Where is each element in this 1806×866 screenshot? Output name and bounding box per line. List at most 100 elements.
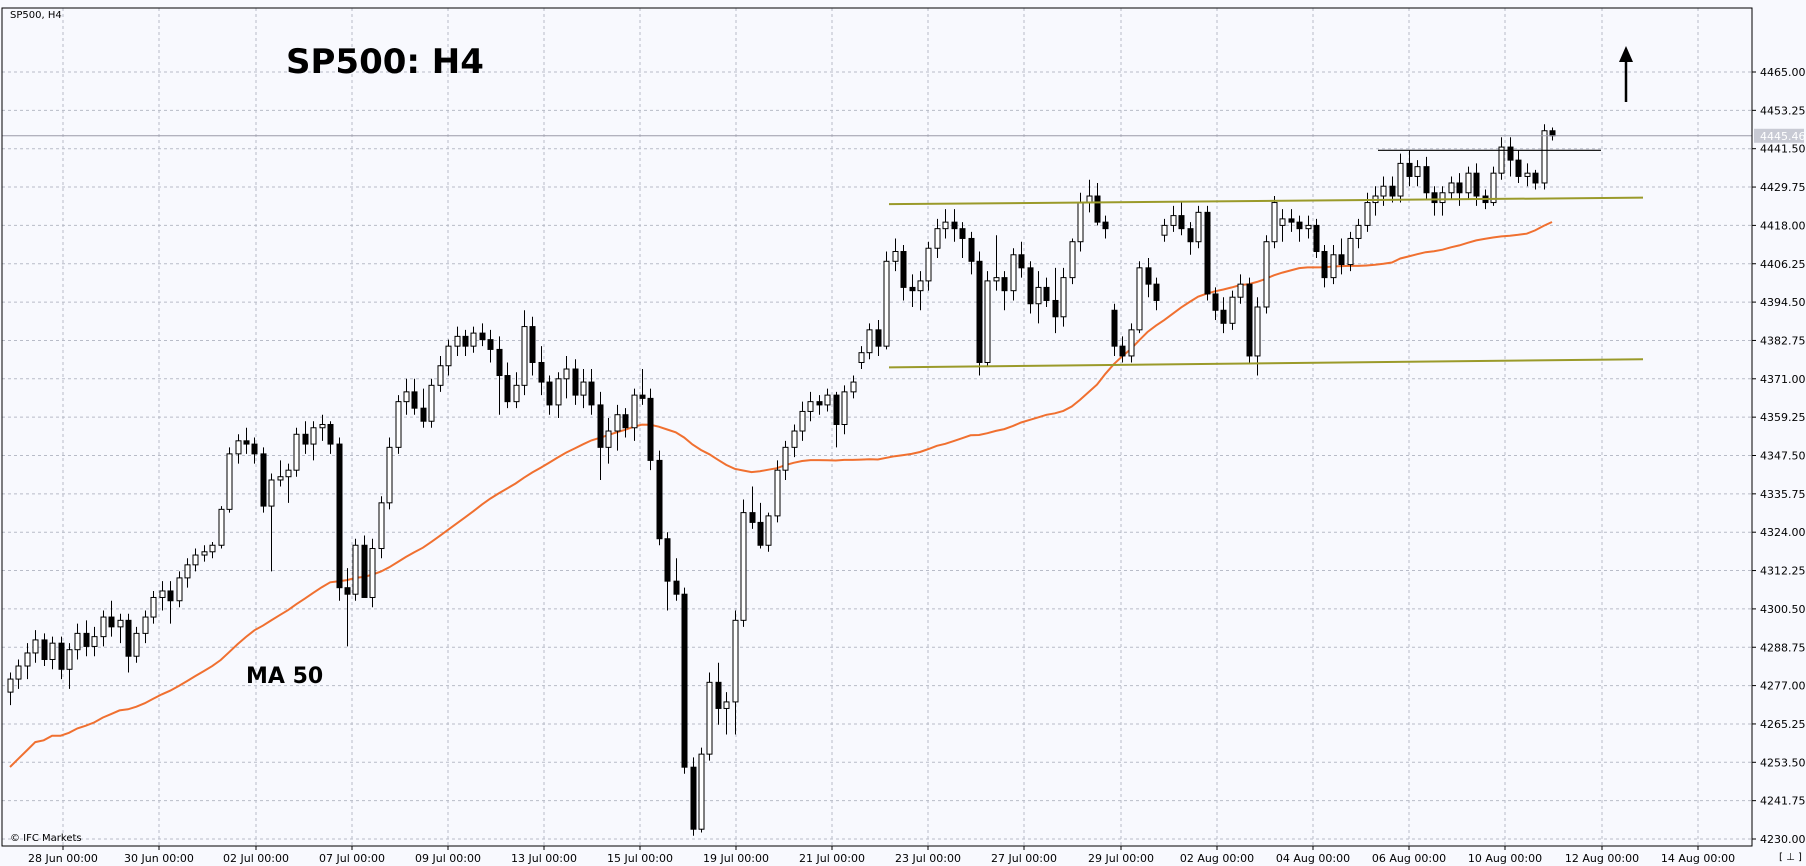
candle-body-up bbox=[1069, 241, 1076, 279]
x-tick-label: 30 Jun 00:00 bbox=[124, 852, 194, 865]
candle bbox=[1448, 176, 1455, 200]
candle-body-up bbox=[1195, 211, 1202, 243]
candle bbox=[403, 378, 410, 415]
candle bbox=[833, 391, 840, 448]
channel-upper-line bbox=[888, 196, 1644, 206]
candle-body-up bbox=[454, 335, 461, 347]
candle-body-up bbox=[1010, 254, 1017, 292]
candle bbox=[445, 339, 452, 376]
candle-body-up bbox=[614, 414, 621, 432]
candle bbox=[260, 447, 267, 513]
candle bbox=[968, 231, 975, 275]
candle-body-down bbox=[639, 394, 646, 399]
candle-body-up bbox=[1229, 296, 1236, 324]
candle bbox=[951, 209, 958, 242]
x-tick-label: 06 Aug 00:00 bbox=[1372, 852, 1446, 865]
candle bbox=[866, 323, 873, 360]
candle bbox=[1178, 202, 1185, 236]
candle bbox=[293, 427, 300, 477]
candle-body-down bbox=[41, 639, 48, 660]
candle bbox=[959, 222, 966, 259]
candle bbox=[563, 355, 570, 399]
candle-body-up bbox=[1170, 215, 1177, 226]
candle-body-up bbox=[369, 548, 376, 598]
candle-body-up bbox=[403, 391, 410, 403]
x-tick-label: 19 Jul 00:00 bbox=[703, 852, 769, 865]
candle bbox=[386, 437, 393, 510]
y-tick-label: 4418.00 bbox=[1760, 219, 1806, 232]
candle bbox=[993, 235, 1000, 291]
candle-body-up bbox=[1305, 224, 1312, 230]
candle-body-up bbox=[1380, 185, 1387, 197]
candle bbox=[1380, 176, 1387, 206]
candle-body-up bbox=[218, 508, 225, 546]
y-tick-label: 4371.00 bbox=[1760, 373, 1806, 386]
candle-body-up bbox=[150, 596, 157, 618]
candle-body-up bbox=[563, 368, 570, 380]
candle-body-up bbox=[184, 564, 191, 579]
candle-body-down bbox=[1187, 228, 1194, 243]
candle-body-down bbox=[1389, 185, 1396, 197]
candle-body-up bbox=[395, 401, 402, 448]
candle-body-up bbox=[513, 384, 520, 403]
candle-body-up bbox=[942, 221, 949, 230]
candle bbox=[765, 512, 772, 552]
candle bbox=[369, 538, 376, 608]
candle-body-down bbox=[546, 381, 553, 406]
candle bbox=[1220, 297, 1227, 334]
candle bbox=[479, 323, 486, 347]
candle-body-down bbox=[496, 348, 503, 377]
candle-body-up bbox=[1060, 277, 1067, 318]
candle bbox=[1456, 173, 1463, 206]
candle-body-down bbox=[327, 423, 334, 445]
candle-body-down bbox=[909, 286, 916, 292]
candle-body-up bbox=[858, 352, 865, 363]
candle-body-down bbox=[673, 580, 680, 595]
candle bbox=[209, 541, 216, 559]
x-tick-label: 07 Jul 00:00 bbox=[319, 852, 385, 865]
candle bbox=[1237, 274, 1244, 304]
x-tick-label: 23 Jul 00:00 bbox=[895, 852, 961, 865]
candle bbox=[226, 447, 233, 513]
candle-body-down bbox=[1212, 293, 1219, 311]
candle-body-up bbox=[15, 665, 22, 680]
candle bbox=[454, 326, 461, 356]
candle bbox=[310, 421, 317, 461]
candle-body-down bbox=[656, 459, 663, 540]
overlay-front bbox=[2, 46, 1752, 369]
candle bbox=[850, 375, 857, 399]
candle bbox=[841, 385, 848, 435]
candle bbox=[1204, 205, 1211, 301]
candle bbox=[108, 600, 115, 637]
candle bbox=[681, 587, 688, 774]
candle-body-up bbox=[1161, 224, 1168, 236]
corner-button[interactable]: [ ⊥ ] bbox=[1779, 852, 1802, 863]
candle bbox=[100, 610, 107, 647]
candle-body-up bbox=[1524, 172, 1531, 177]
candle-body-down bbox=[1204, 211, 1211, 295]
candle-body-up bbox=[1439, 192, 1446, 204]
candle-body-down bbox=[1313, 224, 1320, 253]
x-tick-label: 28 Jun 00:00 bbox=[28, 852, 98, 865]
y-tick-label: 4288.75 bbox=[1760, 641, 1806, 654]
candle bbox=[597, 391, 604, 480]
candle bbox=[437, 355, 444, 392]
candle bbox=[900, 244, 907, 301]
candle bbox=[1102, 215, 1109, 239]
candle-body-up bbox=[883, 260, 890, 347]
candle bbox=[749, 486, 756, 529]
candle bbox=[732, 610, 739, 735]
candle bbox=[706, 672, 713, 761]
candle bbox=[66, 643, 73, 689]
x-tick-label: 02 Jul 00:00 bbox=[223, 852, 289, 865]
candle bbox=[462, 329, 469, 356]
candle bbox=[774, 460, 781, 523]
candle bbox=[1161, 218, 1168, 242]
candle bbox=[1355, 218, 1362, 249]
candle bbox=[1439, 186, 1446, 216]
candle-body-down bbox=[1111, 309, 1118, 347]
candle-body-down bbox=[647, 397, 654, 461]
x-tick-label: 10 Aug 00:00 bbox=[1468, 852, 1542, 865]
candle bbox=[1338, 238, 1345, 275]
up-arrow-head bbox=[1619, 46, 1633, 62]
